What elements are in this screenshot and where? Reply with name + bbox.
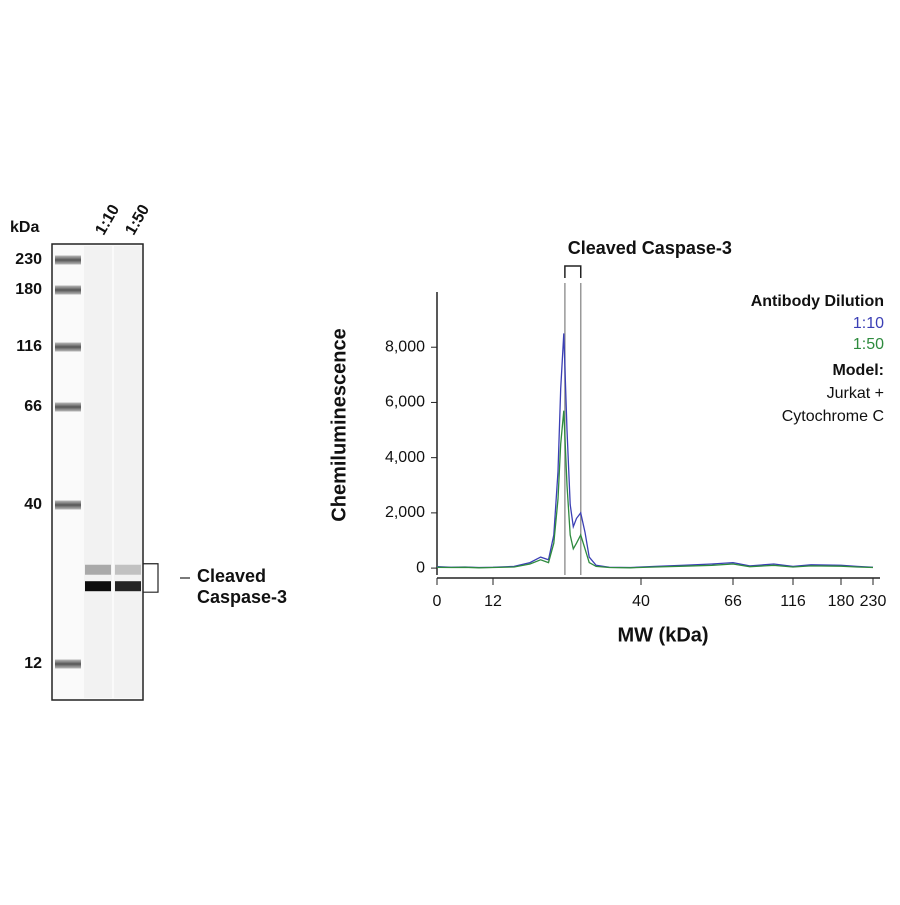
legend-entry: 1:50 xyxy=(853,336,884,353)
x-tick-label: 116 xyxy=(780,593,806,610)
lane-label: 1:10 xyxy=(92,202,123,238)
x-tick-label: 0 xyxy=(433,593,442,610)
band xyxy=(85,564,111,575)
ladder-band xyxy=(55,255,81,265)
annotation: Cleaved xyxy=(197,566,266,586)
y-tick-label: 0 xyxy=(416,559,425,576)
model-text: Cytochrome C xyxy=(782,408,884,425)
y-axis-label: kDa xyxy=(10,219,39,236)
lane xyxy=(84,246,112,698)
legend-entry: 1:10 xyxy=(853,315,884,332)
ladder-band xyxy=(55,500,81,510)
x-tick-label: 180 xyxy=(828,593,855,610)
band-bracket xyxy=(143,563,159,593)
y-tick-label: 8,000 xyxy=(385,338,425,355)
model-label: Model: xyxy=(832,362,884,379)
ladder-band xyxy=(55,342,81,352)
series-line xyxy=(436,410,874,569)
y-tick-label: 4,000 xyxy=(385,449,425,466)
y-tick-label: 66 xyxy=(24,398,42,415)
x-tick-label: 12 xyxy=(484,593,502,610)
chart-title: Cleaved Caspase-3 xyxy=(568,238,732,258)
ladder-band xyxy=(55,659,81,669)
x-axis-label: MW (kDa) xyxy=(617,624,708,646)
annotation: Caspase-3 xyxy=(197,587,287,607)
x-tick-label: 66 xyxy=(724,593,742,610)
y-tick-label: 180 xyxy=(15,281,42,298)
title-bracket xyxy=(564,265,582,278)
lane-label: 1:50 xyxy=(122,202,153,238)
y-tick-label: 6,000 xyxy=(385,394,425,411)
band xyxy=(115,564,141,575)
series-line xyxy=(436,333,874,569)
band xyxy=(85,581,111,592)
y-tick-label: 116 xyxy=(16,338,42,355)
y-tick-label: 230 xyxy=(15,251,42,268)
y-tick-label: 12 xyxy=(24,655,42,672)
x-tick-label: 40 xyxy=(632,593,650,610)
lane xyxy=(114,246,142,698)
x-tick-label: 230 xyxy=(860,593,887,610)
legend-title: Antibody Dilution xyxy=(751,293,884,310)
model-text: Jurkat + xyxy=(827,385,884,402)
ladder-band xyxy=(55,285,81,295)
band xyxy=(115,581,141,592)
y-tick-label: 2,000 xyxy=(385,504,425,521)
y-tick-label: 40 xyxy=(24,496,42,513)
ladder-band xyxy=(55,402,81,412)
y-axis-label: Chemiluminescence xyxy=(328,328,350,521)
